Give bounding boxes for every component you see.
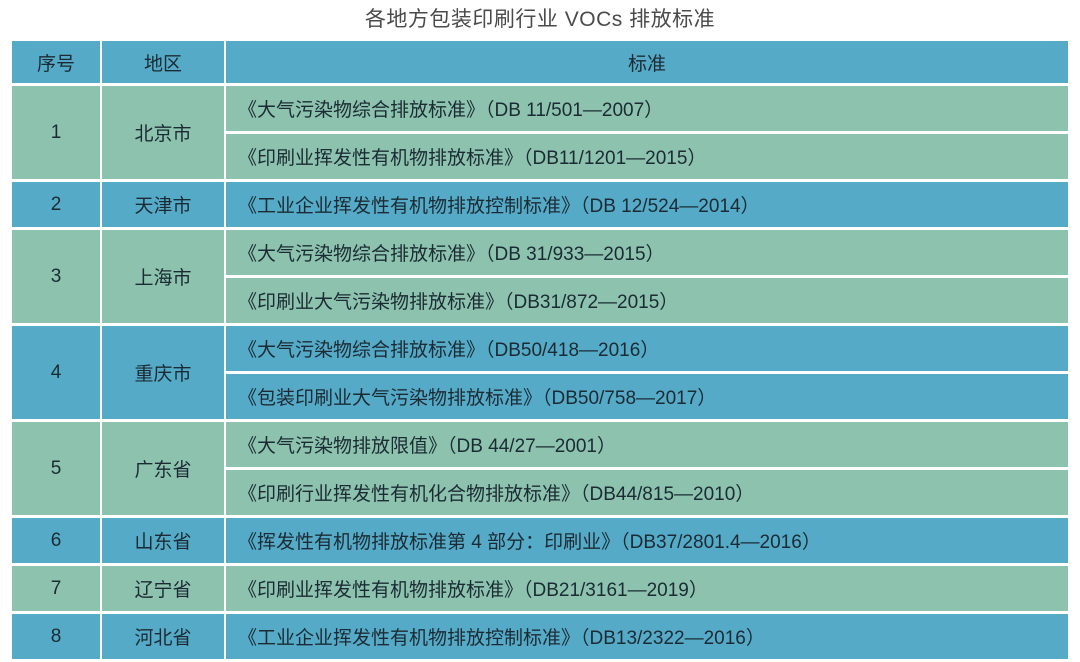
row-region-cell: 天津市 bbox=[102, 182, 224, 228]
row-number: 7 bbox=[12, 566, 100, 612]
row-standards-cell: 《工业企业挥发性有机物排放控制标准》（DB13/2322—2016） bbox=[226, 614, 1068, 660]
table-row: 1 北京市 《大气污染物综合排放标准》（DB 11/501—2007） 《印刷业挥发性… bbox=[12, 86, 1068, 180]
standards-stack: 《印刷业挥发性有机物排放标准》（DB21/3161—2019） bbox=[226, 566, 1068, 612]
standard-entry: 《大气污染物排放限值》（DB 44/27—2001） bbox=[226, 422, 1068, 468]
table-row: 2 天津市 《工业企业挥发性有机物排放控制标准》（DB 12/524—2014） bbox=[12, 182, 1068, 228]
row-standards-cell: 《大气污染物综合排放标准》（DB 11/501—2007） 《印刷业挥发性有机物排… bbox=[226, 86, 1068, 180]
standards-stack: 《大气污染物综合排放标准》（DB50/418—2016） 《包装印刷业大气污染物排… bbox=[226, 326, 1068, 420]
standards-stack: 《大气污染物综合排放标准》（DB 11/501—2007） 《印刷业挥发性有机物排… bbox=[226, 86, 1068, 180]
row-region-cell: 河北省 bbox=[102, 614, 224, 660]
row-region: 重庆市 bbox=[102, 326, 224, 420]
column-header-region: 地区 bbox=[102, 41, 224, 84]
row-region-cell: 山东省 bbox=[102, 518, 224, 564]
row-number: 3 bbox=[12, 230, 100, 324]
row-standards-cell: 《挥发性有机物排放标准第 4 部分：印刷业》（DB37/2801.4—2016） bbox=[226, 518, 1068, 564]
standards-stack: 《大气污染物综合排放标准》（DB 31/933—2015） 《印刷业大气污染物排放… bbox=[226, 230, 1068, 324]
standards-stack: 《大气污染物排放限值》（DB 44/27—2001） 《印刷行业挥发性有机化合物排… bbox=[226, 422, 1068, 516]
standard-entry: 《印刷业挥发性有机物排放标准》（DB21/3161—2019） bbox=[226, 566, 1068, 612]
standard-entry: 《工业企业挥发性有机物排放控制标准》（DB 12/524—2014） bbox=[226, 182, 1068, 228]
row-number-cell: 8 bbox=[12, 614, 100, 660]
row-region: 广东省 bbox=[102, 422, 224, 516]
header-cell-no: 序号 bbox=[12, 41, 100, 84]
row-number: 8 bbox=[12, 614, 100, 660]
header-cell-region: 地区 bbox=[102, 41, 224, 84]
standards-stack: 《工业企业挥发性有机物排放控制标准》（DB 12/524—2014） bbox=[226, 182, 1068, 228]
table-row: 8 河北省 《工业企业挥发性有机物排放控制标准》（DB13/2322—2016） bbox=[12, 614, 1068, 660]
standard-entry: 《挥发性有机物排放标准第 4 部分：印刷业》（DB37/2801.4—2016） bbox=[226, 518, 1068, 564]
table-row: 4 重庆市 《大气污染物综合排放标准》（DB50/418—2016） 《包装印刷业大气… bbox=[12, 326, 1068, 420]
column-header-no: 序号 bbox=[12, 41, 100, 84]
row-region-cell: 辽宁省 bbox=[102, 566, 224, 612]
row-region: 上海市 bbox=[102, 230, 224, 324]
row-region: 山东省 bbox=[102, 518, 224, 564]
standards-stack: 《工业企业挥发性有机物排放控制标准》（DB13/2322—2016） bbox=[226, 614, 1068, 660]
row-number-cell: 5 bbox=[12, 422, 100, 516]
table-row: 3 上海市 《大气污染物综合排放标准》（DB 31/933—2015） 《印刷业大气污… bbox=[12, 230, 1068, 324]
standard-entry: 《大气污染物综合排放标准》（DB 31/933—2015） bbox=[226, 230, 1068, 276]
row-number-cell: 4 bbox=[12, 326, 100, 420]
row-number-cell: 1 bbox=[12, 86, 100, 180]
row-region: 河北省 bbox=[102, 614, 224, 660]
row-number: 4 bbox=[12, 326, 100, 420]
row-number: 1 bbox=[12, 86, 100, 180]
row-number: 2 bbox=[12, 182, 100, 228]
row-region-cell: 广东省 bbox=[102, 422, 224, 516]
column-header-standard: 标准 bbox=[226, 41, 1068, 84]
row-standards-cell: 《工业企业挥发性有机物排放控制标准》（DB 12/524—2014） bbox=[226, 182, 1068, 228]
standard-entry: 《包装印刷业大气污染物排放标准》（DB50/758—2017） bbox=[226, 374, 1068, 420]
row-number-cell: 6 bbox=[12, 518, 100, 564]
row-standards-cell: 《大气污染物综合排放标准》（DB50/418—2016） 《包装印刷业大气污染物排… bbox=[226, 326, 1068, 420]
table-row: 7 辽宁省 《印刷业挥发性有机物排放标准》（DB21/3161—2019） bbox=[12, 566, 1068, 612]
row-number: 6 bbox=[12, 518, 100, 564]
standard-entry: 《印刷业大气污染物排放标准》（DB31/872—2015） bbox=[226, 278, 1068, 324]
row-number-cell: 2 bbox=[12, 182, 100, 228]
table-row: 5 广东省 《大气污染物排放限值》（DB 44/27—2001） 《印刷行业挥发性有机… bbox=[12, 422, 1068, 516]
row-number-cell: 3 bbox=[12, 230, 100, 324]
row-standards-cell: 《大气污染物排放限值》（DB 44/27—2001） 《印刷行业挥发性有机化合物排… bbox=[226, 422, 1068, 516]
standard-entry: 《印刷行业挥发性有机化合物排放标准》（DB44/815—2010） bbox=[226, 470, 1068, 516]
page-title: 各地方包装印刷行业 VOCs 排放标准 bbox=[364, 8, 716, 31]
row-number-cell: 7 bbox=[12, 566, 100, 612]
standard-entry: 《大气污染物综合排放标准》（DB50/418—2016） bbox=[226, 326, 1068, 372]
standard-entry: 《工业企业挥发性有机物排放控制标准》（DB13/2322—2016） bbox=[226, 614, 1068, 660]
standards-table: 序号 地区 标准 1 北京市 《大气污染物综合排放标准》（DB 11/501—2007）《… bbox=[10, 38, 1070, 662]
row-region-cell: 上海市 bbox=[102, 230, 224, 324]
row-number: 5 bbox=[12, 422, 100, 516]
header-cell-standard: 标准 bbox=[226, 41, 1068, 84]
table-row: 6 山东省 《挥发性有机物排放标准第 4 部分：印刷业》（DB37/2801.4—2… bbox=[12, 518, 1068, 564]
row-region: 天津市 bbox=[102, 182, 224, 228]
row-region-cell: 北京市 bbox=[102, 86, 224, 180]
row-region: 北京市 bbox=[102, 86, 224, 180]
row-standards-cell: 《印刷业挥发性有机物排放标准》（DB21/3161—2019） bbox=[226, 566, 1068, 612]
table-body: 序号 地区 标准 1 北京市 《大气污染物综合排放标准》（DB 11/501—2007）《… bbox=[12, 41, 1068, 660]
row-standards-cell: 《大气污染物综合排放标准》（DB 31/933—2015） 《印刷业大气污染物排放… bbox=[226, 230, 1068, 324]
row-region-cell: 重庆市 bbox=[102, 326, 224, 420]
table-header-row: 序号 地区 标准 bbox=[12, 41, 1068, 84]
row-region: 辽宁省 bbox=[102, 566, 224, 612]
standards-stack: 《挥发性有机物排放标准第 4 部分：印刷业》（DB37/2801.4—2016） bbox=[226, 518, 1068, 564]
standard-entry: 《大气污染物综合排放标准》（DB 11/501—2007） bbox=[226, 86, 1068, 132]
standard-entry: 《印刷业挥发性有机物排放标准》（DB11/1201—2015） bbox=[226, 134, 1068, 180]
